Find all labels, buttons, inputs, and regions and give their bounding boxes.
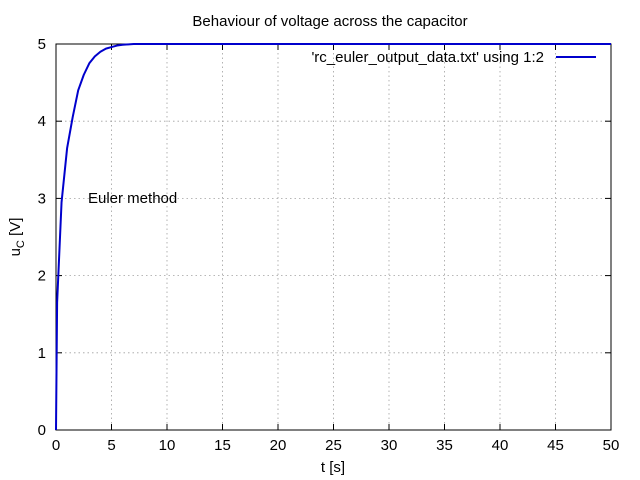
y-axis-label: uC [V] — [7, 218, 27, 257]
plot-border — [55, 43, 612, 431]
x-tick-label: 25 — [325, 437, 342, 454]
y-axis-label-main: u — [7, 248, 24, 256]
x-tick-label: 20 — [270, 437, 287, 454]
x-tick-label: 0 — [52, 437, 60, 454]
legend: 'rc_euler_output_data.txt' using 1:2 — [311, 49, 596, 66]
y-tick-label: 3 — [38, 190, 46, 207]
y-tick-label: 4 — [38, 113, 46, 130]
series-layer — [55, 43, 611, 431]
x-tick-label: 35 — [436, 437, 453, 454]
y-tick-label: 5 — [38, 36, 46, 53]
legend-label: 'rc_euler_output_data.txt' using 1:2 — [311, 49, 544, 66]
grid — [56, 44, 611, 430]
chart-title: Behaviour of voltage across the capacito… — [192, 13, 467, 30]
x-tick-label: 50 — [603, 437, 620, 454]
y-axis-label-unit: [V] — [7, 218, 24, 241]
x-tick-label: 5 — [107, 437, 115, 454]
x-tick-label: 10 — [159, 437, 176, 454]
x-tick-label: 40 — [492, 437, 509, 454]
y-tick-label: 1 — [38, 345, 46, 362]
y-tick-label: 2 — [38, 268, 46, 285]
x-tick-label: 15 — [214, 437, 231, 454]
y-tick-label: 0 — [38, 422, 46, 439]
x-axis-label: t [s] — [321, 459, 345, 476]
x-tick-label: 45 — [547, 437, 564, 454]
x-tick-label: 30 — [381, 437, 398, 454]
y-axis-label-subscript: C — [15, 240, 27, 248]
annotation-euler-method: Euler method — [88, 190, 177, 207]
series-line — [55, 43, 611, 431]
